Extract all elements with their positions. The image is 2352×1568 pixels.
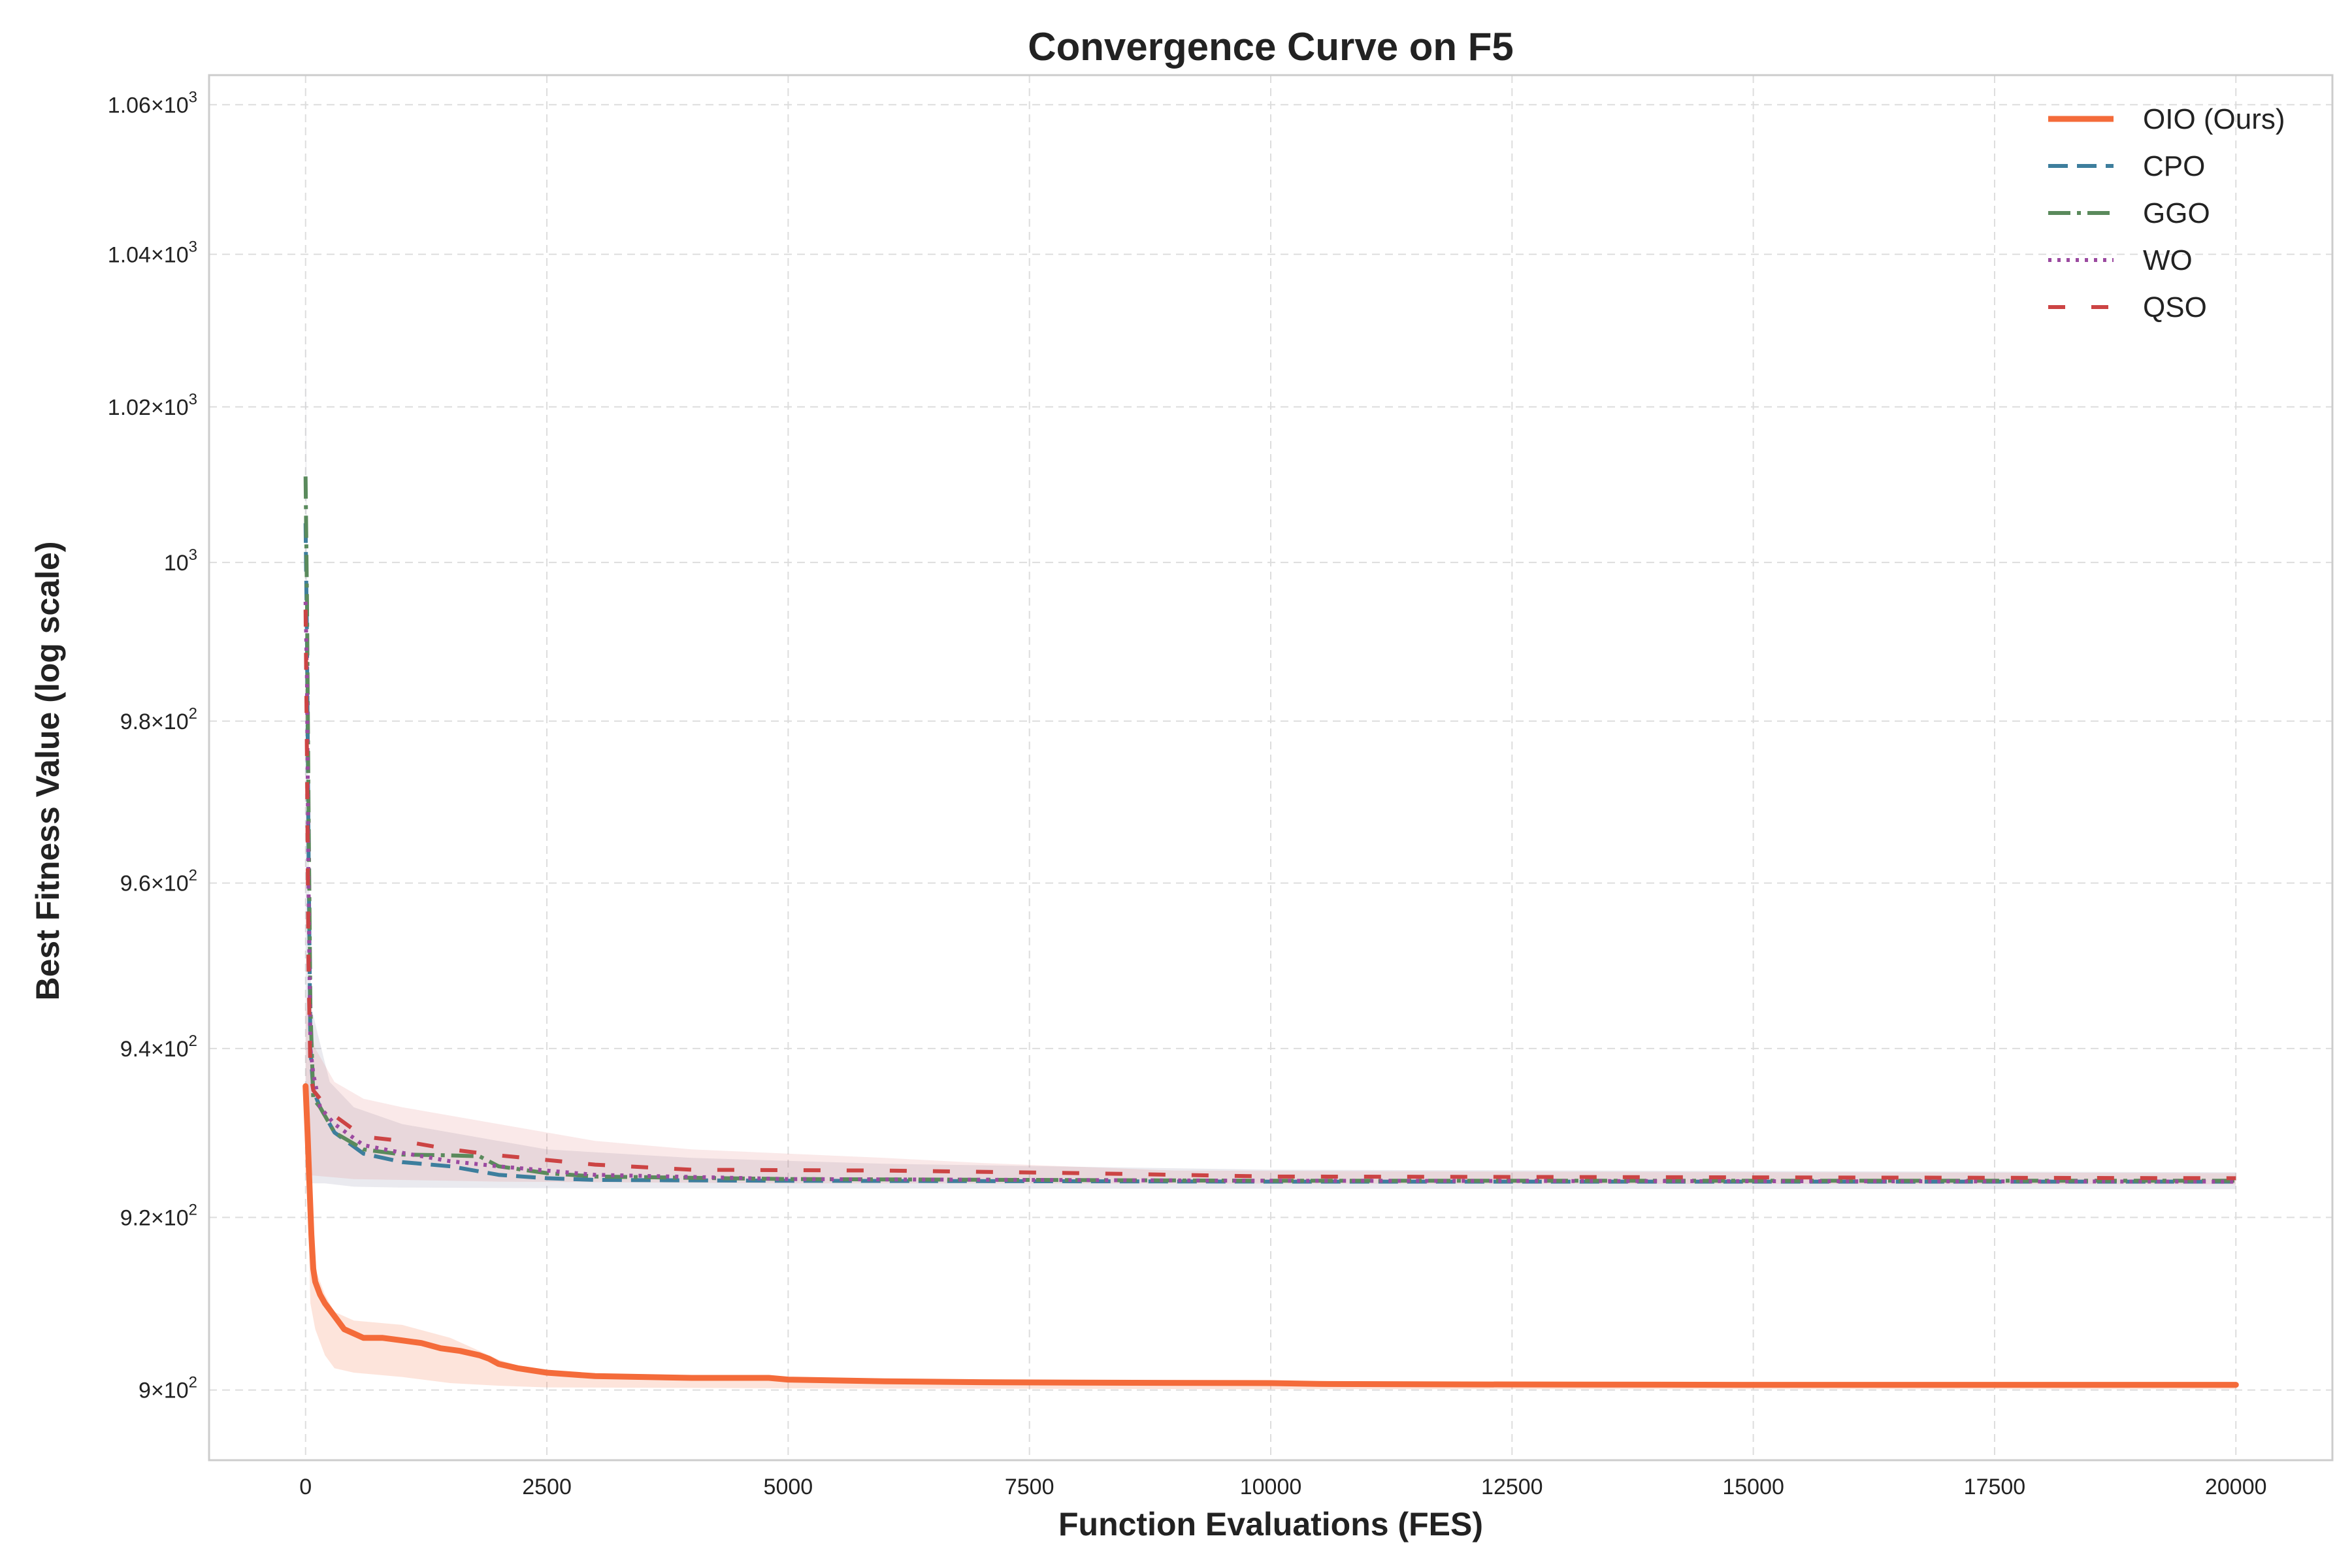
y-tick-label: 9.6×102 [120, 867, 197, 896]
series-line-qso [303, 610, 2236, 1181]
x-tick-label: 20000 [2205, 1475, 2267, 1499]
legend-label: QSO [2143, 291, 2207, 323]
series-line-ggo [303, 476, 2236, 1183]
series-line-oio-ours [302, 1083, 2239, 1388]
y-tick-label: 9×102 [139, 1374, 197, 1403]
legend-label: WO [2143, 244, 2193, 276]
y-axis-title: Best Fitness Value (log scale) [29, 541, 66, 1000]
x-tick-label: 17500 [1964, 1475, 2026, 1499]
legend-label: CPO [2143, 150, 2205, 182]
y-tick-label: 1.06×103 [108, 88, 197, 118]
series-line-cpo [303, 523, 2236, 1184]
chart-title: Convergence Curve on F5 [1028, 25, 1514, 69]
x-axis-ticks: 0 2500 5000 7500 10000 12500 15000 17500 20000 [299, 1475, 2266, 1499]
x-tick-label: 12500 [1481, 1475, 1543, 1499]
y-tick-label: 9.2×102 [120, 1201, 197, 1230]
y-tick-label: 9.4×102 [120, 1032, 197, 1062]
x-tick-label: 10000 [1240, 1475, 1302, 1499]
x-tick-label: 0 [299, 1475, 312, 1499]
plot-frame [208, 74, 2334, 1462]
x-tick-label: 5000 [764, 1475, 813, 1499]
y-tick-label: 9.8×102 [120, 705, 197, 734]
legend-label: GGO [2143, 197, 2210, 229]
series-lines [302, 476, 2239, 1388]
oio-confidence-band [305, 1098, 2236, 1390]
x-axis-title: Function Evaluations (FES) [1058, 1506, 1483, 1543]
series-line-wo [303, 602, 2236, 1184]
x-tick-label: 7500 [1005, 1475, 1054, 1499]
y-tick-label: 1.04×103 [108, 238, 197, 267]
x-tick-label: 15000 [1722, 1475, 1784, 1499]
legend: OIO (Ours) CPO GGO WO QSO [2048, 103, 2285, 323]
grid [209, 75, 2332, 1460]
legend-label: OIO (Ours) [2143, 103, 2285, 135]
x-tick-label: 2500 [522, 1475, 572, 1499]
y-tick-label: 1.02×103 [108, 391, 197, 420]
